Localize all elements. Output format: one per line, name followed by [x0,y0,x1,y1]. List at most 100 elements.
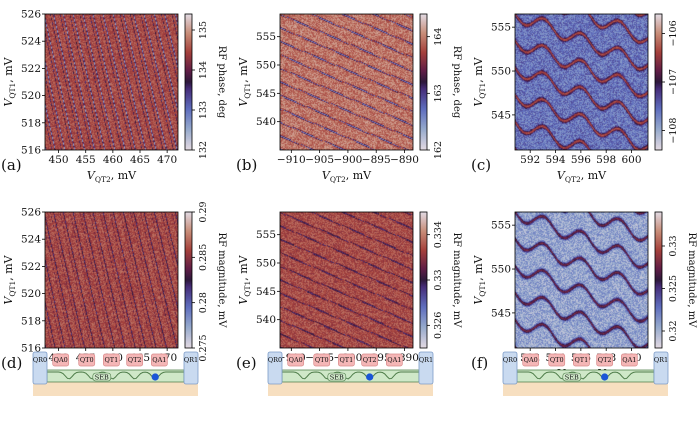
cbar-tick-label: 0.32 [668,320,679,341]
gate-qt0 [78,353,96,367]
electron-dot [151,373,159,381]
gate-qt0 [313,353,331,367]
panel-letter-f: (f) [471,354,488,372]
phase-map-b [280,14,413,150]
label-qt0: QT0 [550,356,564,364]
xtick-label: 460 [103,154,123,166]
cbar-tick-label: 0.325 [668,275,679,302]
ytick-label: 545 [256,286,276,298]
xtick-label: 470 [157,154,177,166]
xtick-label: −890 [390,154,419,166]
reservoir-qr0 [32,351,48,385]
label-qa1: QA1 [152,356,166,364]
channel [46,369,185,383]
xtick-label: 465 [130,154,150,166]
magnitude-map-e [280,212,413,348]
cbar-tick-label: 0.285 [198,244,209,271]
magnitude-map-d [45,212,178,348]
cbar-label: RF phase, deg [216,46,227,119]
ytick-label: 526 [21,9,41,21]
seb-box [92,372,112,382]
ytick-label: 522 [21,63,41,75]
xtick-label: −910 [277,154,306,166]
substrate [503,382,668,396]
ytick-label: 555 [491,22,511,34]
label-qa1: QA1 [387,356,401,364]
gate-qa0 [522,353,540,367]
ylabel: VQT1, mV [237,56,252,106]
label-qt1: QT1 [104,356,118,364]
label-qa0: QA0 [54,356,68,364]
cbar-tick-label: −107 [668,69,679,95]
panel-letter-d: (d) [1,354,22,372]
ytick-label: 545 [256,88,276,100]
ytick-label: 550 [256,60,276,72]
gate-qa1 [150,353,168,367]
cbar-label: RF magnitude, mV [686,233,697,329]
ytick-label: 545 [491,109,511,121]
colorbar-frame-e [419,211,428,349]
panel-letter-e: (e) [236,354,257,372]
panel-letter-c: (c) [471,156,491,174]
colorbar-frame-a [184,13,193,151]
ytick-label: 550 [256,258,276,270]
reservoir-qr0 [502,351,518,385]
ytick-label: 520 [21,288,41,300]
xtick-label: −900 [333,154,362,166]
cbar-tick-label: 133 [198,101,209,119]
ytick-label: 516 [21,145,41,157]
reservoir-qr0 [267,351,283,385]
colorbar-frame-c [654,13,663,151]
label-qt2: QT2 [598,356,612,364]
plot-frame-e [279,211,414,349]
device-schematic-f: QR0 QR1 QA0 QT0 QT1 QT2 QA1 SEB [502,351,669,396]
cbar-tick-label: 0.33 [433,269,444,290]
xtick-label: 455 [76,154,96,166]
cbar-tick-label: −106 [668,20,679,46]
channel [516,369,655,383]
cbar-tick-label: 0.334 [433,221,444,248]
seb-box [327,372,347,382]
xtick-label: −905 [305,154,334,166]
gate-qa1 [385,353,403,367]
electron-dot [366,373,374,381]
ylabel: VQT1, mV [472,254,487,304]
ylabel: VQT1, mV [472,56,487,106]
potential-profile [47,371,184,380]
xlabel: VQT2, mV [322,169,372,184]
label-qt0: QT0 [80,356,94,364]
reservoir-qr1 [418,351,434,385]
reservoir-qr1 [653,351,669,385]
substrate [268,382,433,396]
gate-qa0 [52,353,70,367]
ytick-label: 550 [491,66,511,78]
colorbar-frame-f [654,211,663,349]
ylabel: VQT1, mV [2,254,17,304]
ytick-label: 540 [256,116,276,128]
colorbar-b [420,14,427,150]
plot-frame-a [44,13,179,151]
ytick-label: 555 [256,31,276,43]
label-seb: SEB [95,374,109,382]
label-qt1: QT1 [574,356,588,364]
ytick-label: 522 [21,261,41,273]
ytick-label: 550 [491,264,511,276]
gate-qt1 [338,353,355,367]
gate-qt2 [126,353,144,367]
reservoir-qr1 [183,351,199,385]
xtick-label: 592 [520,154,540,166]
ytick-label: 518 [21,315,41,327]
device-schematic-d: QR0 QR1 QA0 QT0 QT1 QT2 QA1 SEB [32,351,199,396]
potential-profile [517,371,654,380]
cbar-tick-label: 0.28 [198,292,209,313]
label-qr0: QR0 [33,356,47,364]
plot-frame-d [44,211,179,349]
ytick-label: 555 [256,229,276,241]
panel-letter-a: (a) [1,156,22,174]
device-schematic-e: QR0 QR1 QA0 QT0 QT1 QT2 QA1 SEB [267,351,434,396]
cbar-tick-label: 135 [198,21,209,39]
gate-qa0 [287,353,305,367]
cbar-tick-label: 0.33 [668,235,679,256]
label-qr1: QR1 [654,356,668,364]
ytick-label: 524 [21,234,41,246]
